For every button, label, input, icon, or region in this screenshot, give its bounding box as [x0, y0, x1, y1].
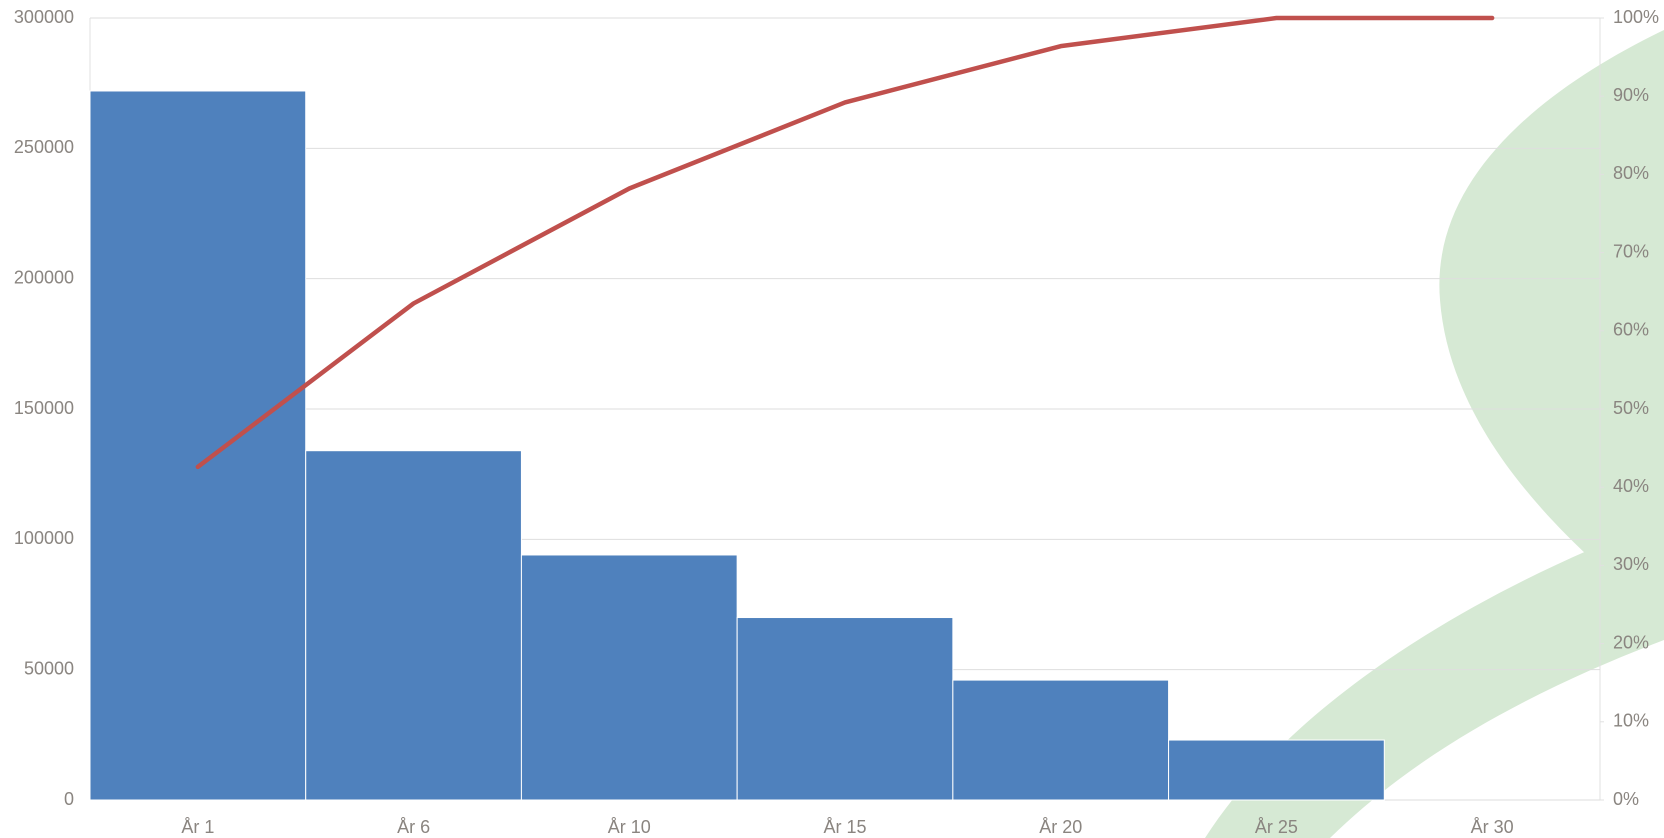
y-tick-label: 0	[64, 789, 74, 809]
y2-tick-label: 40%	[1613, 476, 1649, 496]
x-tick-label: År 25	[1255, 817, 1298, 837]
y2-tick-label: 20%	[1613, 632, 1649, 652]
y2-tick-label: 90%	[1613, 85, 1649, 105]
x-tick-label: År 10	[608, 817, 651, 837]
bar	[89, 90, 307, 801]
y-tick-label: 250000	[14, 137, 74, 157]
x-tick-label: År 20	[1039, 817, 1082, 837]
y2-tick-label: 70%	[1613, 241, 1649, 261]
y-tick-label: 300000	[14, 7, 74, 27]
y2-tick-label: 10%	[1613, 711, 1649, 731]
x-tick-label: År 6	[397, 817, 430, 837]
x-tick-label: År 1	[181, 817, 214, 837]
y2-tick-label: 80%	[1613, 163, 1649, 183]
x-tick-label: År 15	[823, 817, 866, 837]
line	[195, 15, 1495, 470]
y2-tick-label: 50%	[1613, 398, 1649, 418]
bar	[736, 617, 954, 801]
y-tick-label: 100000	[14, 528, 74, 548]
bar	[952, 679, 1170, 801]
y2-tick-label: 60%	[1613, 320, 1649, 340]
y-tick-label: 150000	[14, 398, 74, 418]
y2-tick-label: 30%	[1613, 554, 1649, 574]
x-tick-label: År 30	[1471, 817, 1514, 837]
y2-tick-label: 100%	[1613, 7, 1659, 27]
decor-shape	[1439, 30, 1664, 620]
bar	[1168, 739, 1385, 801]
y-tick-label: 50000	[24, 658, 74, 678]
y-tick-label: 200000	[14, 267, 74, 287]
y2-tick-label: 0%	[1613, 789, 1639, 809]
bar	[520, 554, 738, 801]
bar	[305, 450, 522, 801]
